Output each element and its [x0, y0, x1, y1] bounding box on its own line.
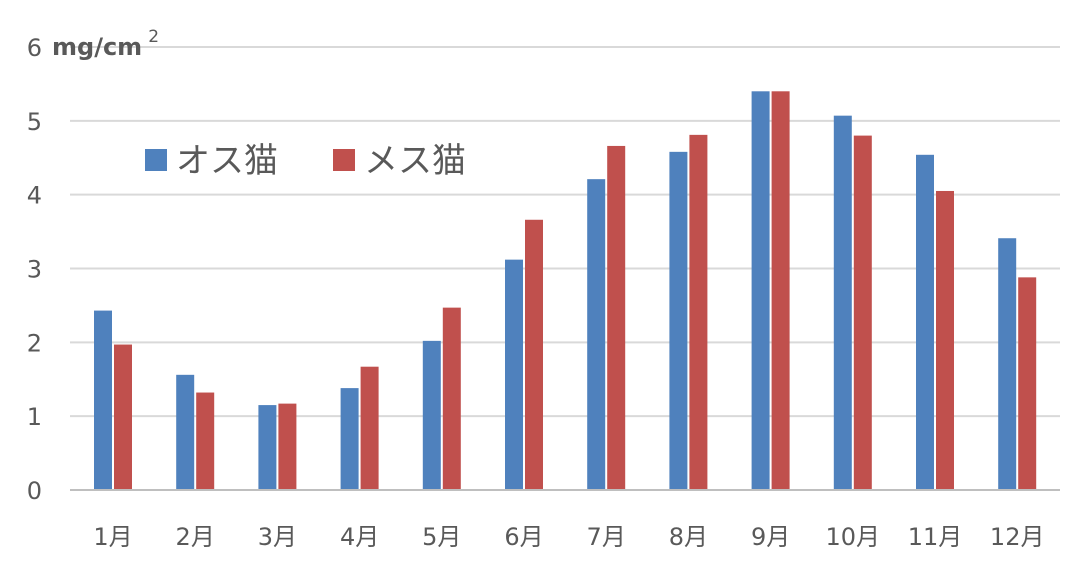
y-axis-unit-base: mg/cm	[52, 33, 142, 61]
y-tick-label-2: 2	[27, 329, 42, 357]
bar-male-cats-6	[505, 259, 523, 490]
x-tick-label-8: 8月	[669, 523, 708, 551]
y-tick-label-0: 0	[27, 477, 42, 505]
bar-male-cats-8	[669, 151, 688, 491]
x-tick-label-1: 1月	[93, 523, 132, 551]
x-tick-labels: 1月 2月 3月 4月 5月 6月 7月 8月 9月 10月 11月 12月	[93, 523, 1044, 551]
y-tick-labels: 0 1 2 3 4 5 6	[27, 34, 42, 505]
bar-male-cats-1	[94, 310, 112, 490]
x-tick-label-6: 6月	[504, 523, 543, 551]
bar-male-cats-3	[258, 405, 277, 490]
bar-male-cats-11	[916, 154, 934, 490]
x-tick-label-7: 7月	[587, 523, 626, 551]
y-tick-label-3: 3	[27, 256, 42, 284]
bar-female-cats-12	[1018, 277, 1037, 490]
x-tick-label-5: 5月	[422, 523, 461, 551]
bar-female-cats-3	[278, 403, 297, 490]
bar-female-cats-1	[114, 344, 132, 490]
x-tick-label-10: 10月	[826, 523, 881, 551]
bar-male-cats-2	[176, 374, 195, 490]
bar-male-cats-9	[751, 91, 770, 491]
bar-female-cats-10	[853, 135, 872, 490]
x-tick-label-3: 3月	[258, 523, 297, 551]
legend-swatch-male-cats	[145, 149, 167, 171]
gridlines	[70, 46, 1060, 418]
legend-swatch-female-cats	[333, 149, 355, 171]
legend: オス猫 メス猫	[145, 141, 466, 181]
bar-female-cats-2	[196, 392, 215, 490]
bar-female-cats-4	[360, 366, 379, 490]
bar-male-cats-10	[833, 115, 852, 490]
x-tick-label-9: 9月	[751, 523, 790, 551]
y-tick-label-4: 4	[27, 182, 42, 210]
legend-label-male-cats: オス猫	[176, 141, 278, 181]
bar-female-cats-9	[771, 91, 790, 491]
x-tick-label-2: 2月	[176, 523, 215, 551]
y-axis-unit-superscript: 2	[148, 27, 159, 47]
bar-female-cats-7	[607, 145, 626, 491]
x-tick-label-4: 4月	[340, 523, 379, 551]
y-tick-label-6: 6	[27, 34, 42, 62]
x-tick-label-11: 11月	[908, 523, 963, 551]
bar-male-cats-5	[422, 340, 441, 490]
y-tick-label-1: 1	[27, 403, 42, 431]
bar-female-cats-8	[689, 134, 708, 490]
bar-male-cats-4	[340, 388, 359, 490]
legend-label-female-cats: メス猫	[364, 141, 466, 181]
bar-female-cats-5	[442, 307, 461, 490]
y-axis-unit-label: mg/cm 2	[52, 27, 159, 61]
x-tick-label-12: 12月	[990, 523, 1045, 551]
bar-male-cats-7	[587, 179, 606, 490]
y-tick-label-5: 5	[27, 108, 42, 136]
bar-female-cats-11	[936, 190, 954, 490]
bar-female-cats-6	[525, 219, 543, 490]
bar-marks	[94, 91, 1037, 491]
bar-male-cats-12	[998, 238, 1017, 490]
